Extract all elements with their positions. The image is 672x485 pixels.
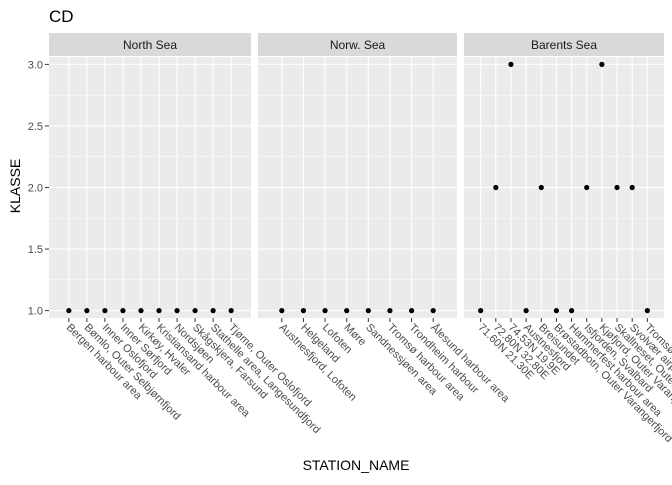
facet-strip (49, 33, 251, 56)
data-point (66, 308, 72, 314)
y-tick-label: 1.5 (28, 244, 43, 256)
data-point (102, 308, 108, 314)
data-point (508, 61, 514, 67)
data-point (614, 184, 620, 191)
y-tick-label: 3.0 (28, 59, 43, 71)
y-tick-label: 2.5 (28, 121, 43, 133)
chart-title: CD (49, 7, 74, 26)
data-point (644, 308, 650, 314)
data-point (300, 308, 307, 314)
data-point (478, 308, 484, 314)
x-tick-label: Stathelle area, Langesundfjord (208, 322, 322, 436)
data-point (584, 184, 590, 191)
data-point (279, 308, 285, 314)
data-point (156, 308, 162, 314)
facet-strip-label: North Sea (123, 38, 177, 52)
data-point (322, 308, 328, 314)
y-tick-label: 1.0 (28, 306, 43, 318)
data-point (430, 308, 436, 314)
data-point (387, 308, 393, 314)
data-point (228, 308, 234, 314)
data-point (493, 184, 499, 191)
data-point (120, 308, 126, 314)
data-point (523, 308, 529, 314)
y-axis-label: KLASSE (7, 159, 23, 213)
data-point (138, 308, 144, 314)
data-point (599, 61, 605, 67)
data-point (174, 308, 180, 314)
data-point (84, 308, 90, 314)
data-point (365, 308, 371, 314)
data-point (553, 308, 560, 314)
data-point (210, 308, 216, 314)
facet-strip-label: Norw. Sea (330, 38, 386, 52)
data-point (538, 184, 544, 191)
facet-strip (258, 33, 457, 56)
facet-strip (464, 33, 664, 56)
data-point (344, 308, 350, 314)
facet-strip-label: Barents Sea (531, 38, 597, 52)
y-tick-label: 2.0 (28, 183, 43, 195)
data-point (192, 308, 198, 314)
data-point (408, 308, 415, 314)
x-axis-label: STATION_NAME (303, 457, 410, 473)
data-point (568, 308, 575, 314)
data-point (629, 184, 635, 191)
